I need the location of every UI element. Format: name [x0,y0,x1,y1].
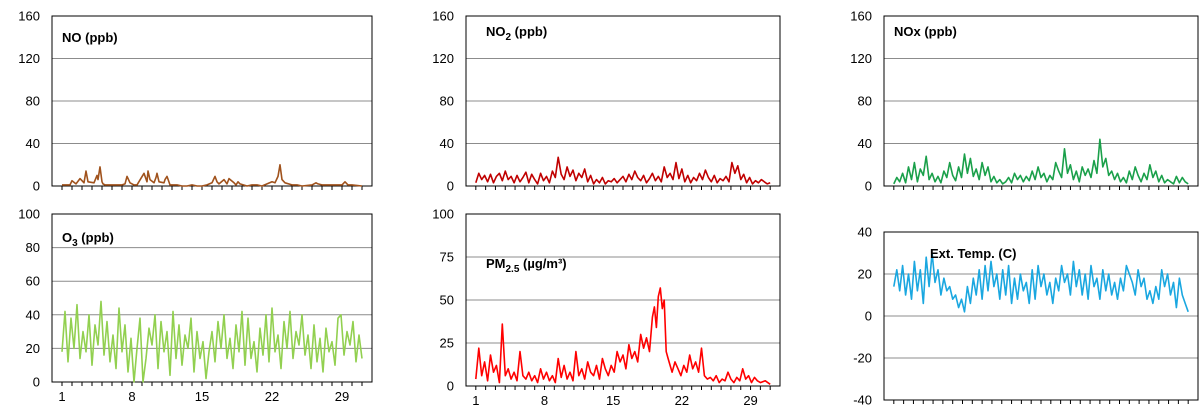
no2-title-units: (ppb) [511,24,547,39]
no-series-line [62,164,363,187]
o3-x-tick-label: 15 [195,389,209,404]
pm25-x-tick-label: 8 [541,393,548,408]
no2-y-tick-label: 0 [447,179,454,194]
no2-y-tick-label: 40 [440,136,454,151]
nox-chart-title: NOx (ppb) [894,24,957,39]
o3-title-units: (ppb) [78,230,114,245]
pm25-y-tick-label: 50 [440,293,454,308]
nox-title-main: NOx (ppb) [894,24,957,39]
o3-x-tick-label: 22 [265,389,279,404]
o3-y-tick-label: 100 [18,207,40,222]
o3-chart-title: O3 (ppb) [62,230,114,249]
temp-x-tick-label: 22 [1093,407,1107,410]
no2-y-tick-label: 160 [432,9,454,24]
pm25-y-tick-label: 25 [440,336,454,351]
temp-y-tick-label: -20 [853,351,872,366]
temp-y-tick-label: 40 [858,225,872,240]
temp-x-tick-label: 15 [1024,407,1038,410]
o3-y-tick-label: 60 [26,274,40,289]
nox-y-tick-label: 40 [858,136,872,151]
temp-y-tick-label: 0 [865,309,872,324]
nox-y-tick-label: 80 [858,94,872,109]
nox-series-line [893,138,1189,185]
no2-title-subscript: 2 [506,32,512,43]
no2-y-tick-label: 80 [440,94,454,109]
temp-y-tick-label: -40 [853,393,872,408]
pm25-x-tick-label: 29 [743,393,757,408]
no-y-tick-label: 80 [26,94,40,109]
pm25-y-tick-label: 100 [432,207,454,222]
pm25-y-tick-label: 75 [440,250,454,265]
pm25-title-subscript: 2.5 [506,264,520,275]
no2-chart: 0 40 80 120 160 NO2 (ppb) [432,9,781,194]
no2-title-main: NO [486,24,506,39]
no2-series-line [475,156,771,185]
no-chart: 0 40 80 120 160 NO (ppb) [18,9,373,194]
nox-y-tick-label: 160 [850,9,872,24]
temp-x-tick-label: 1 [890,407,897,410]
nox-y-tick-label: 120 [850,51,872,66]
pm25-y-tick-label: 0 [447,379,454,394]
temp-chart-title: Ext. Temp. (C) [930,246,1016,261]
temp-x-tick-label: 8 [959,407,966,410]
no-y-tick-label: 120 [18,51,40,66]
o3-chart: 0 20 40 60 80 100 1 8 15 22 29 O3 (ppb) [18,207,373,404]
o3-y-tick-label: 40 [26,307,40,322]
temp-series-line [893,252,1189,313]
o3-x-tick-label: 29 [335,389,349,404]
o3-x-tick-label: 1 [58,389,65,404]
no-y-tick-label: 160 [18,9,40,24]
temp-chart: -40 -20 0 20 40 1 8 15 22 29 Ext. Temp. (C) [853,225,1199,410]
pm25-title-main: PM [486,256,506,271]
pm25-x-tick-label: 1 [472,393,479,408]
pm25-title-units: (µg/m³) [519,256,566,271]
nox-y-tick-label: 0 [865,179,872,194]
no-title-main: NO (ppb) [62,30,118,45]
o3-series-line [61,300,363,383]
o3-y-tick-label: 0 [33,375,40,390]
o3-title-main: O [62,230,72,245]
o3-title-subscript: 3 [72,238,78,249]
no-y-tick-label: 40 [26,136,40,151]
pm25-chart-title: PM2.5 (µg/m³) [486,256,567,275]
pm25-chart: 0 25 50 75 100 1 8 15 22 29 PM2.5 (µg/m³) [432,207,781,408]
o3-y-tick-label: 80 [26,240,40,255]
temp-x-tick-label: 29 [1161,407,1175,410]
no-y-tick-label: 0 [33,179,40,194]
pm25-x-tick-label: 22 [675,393,689,408]
o3-y-tick-label: 20 [26,341,40,356]
o3-x-tick-label: 8 [128,389,135,404]
temp-title-main: Ext. Temp. (C) [930,246,1016,261]
pm25-x-tick-label: 15 [606,393,620,408]
temp-y-tick-label: 20 [858,267,872,282]
no2-chart-title: NO2 (ppb) [486,24,547,43]
no2-y-tick-label: 120 [432,51,454,66]
no-chart-title: NO (ppb) [62,30,118,45]
nox-chart: 0 40 80 120 160 NOx (ppb) [850,9,1199,194]
pm25-series-line [475,287,771,385]
